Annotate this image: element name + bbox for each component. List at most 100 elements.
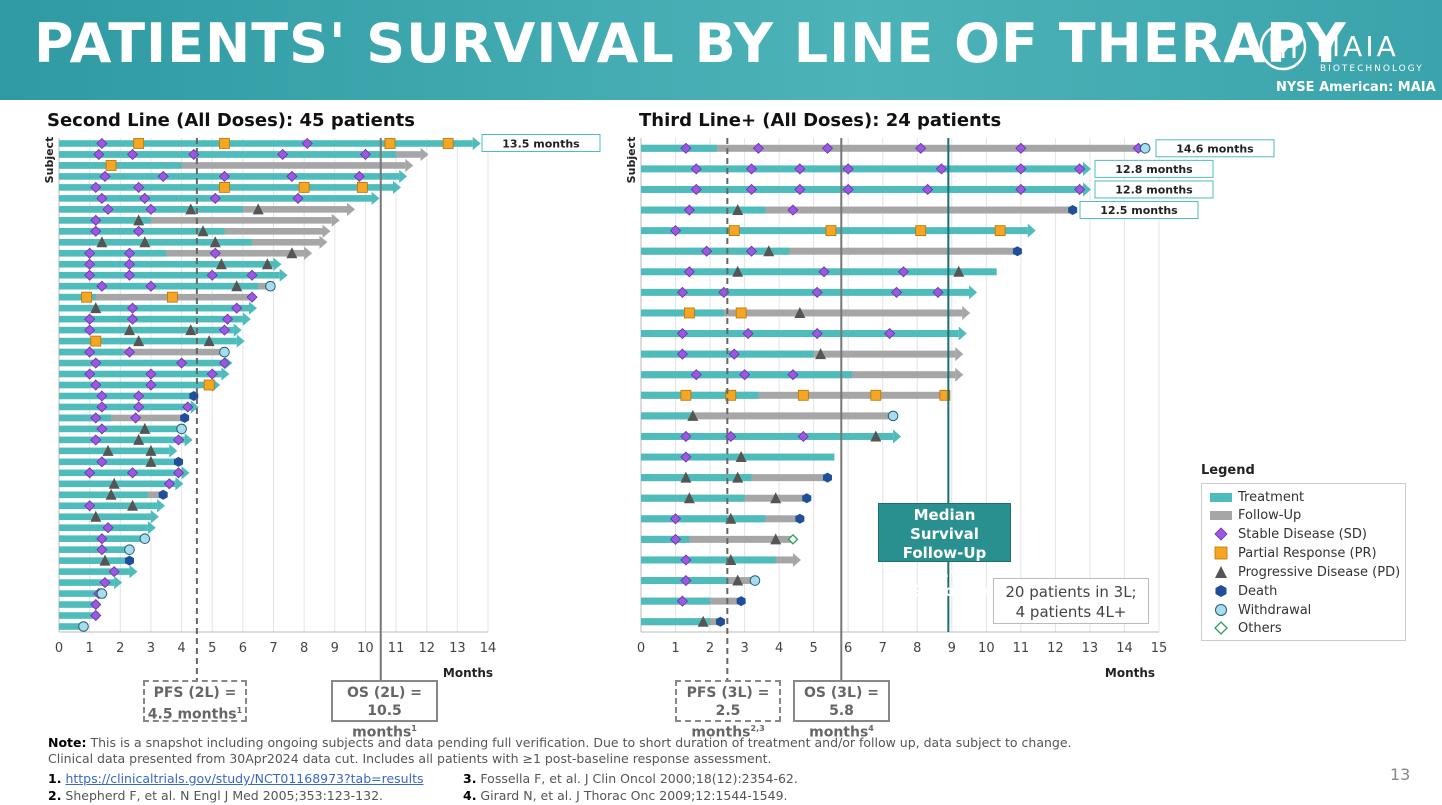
ongoing-arrow [322,224,331,238]
pd-marker [123,324,135,336]
sd-marker [680,142,692,154]
treatment-bar [641,474,752,482]
pd-marker [252,203,264,215]
treatment-bar [641,391,759,399]
sd-marker [123,258,136,270]
footer-ref1: 1. https://clinicaltrials.gov/study/NCT0… [48,771,423,786]
sd-marker [739,369,751,381]
sd-marker [690,163,702,175]
legend-label: Others [1238,621,1282,636]
withdrawal-marker [139,533,151,544]
treatment-bar [59,513,151,521]
sd-marker [145,203,157,215]
pd-marker [133,214,145,226]
os-2l-box: OS (2L) = 10.5 months1 [331,680,438,741]
ongoing-arrow [893,429,902,444]
median-survival-box: Median Survival Follow-Up (3L+) 8.9 mont… [878,503,1011,600]
sd-marker [359,148,371,161]
sd-marker [130,412,142,424]
x-tick-label: 9 [331,641,339,656]
sd-marker [96,456,108,468]
footer-ref4: 4. Girard N, et al. J Thorac Onc 2009;12… [463,788,788,803]
legend-item-sd: Stable Disease (SD) [1202,527,1405,545]
ongoing-arrow [393,180,402,194]
ref1-number: 1. [48,771,62,786]
pd-marker [680,471,692,483]
sd-marker [897,266,910,278]
duration-label: 12.5 months [1100,204,1178,217]
footer-note-line2: Clinical data presented from 30Apr2024 d… [48,751,772,766]
ongoing-arrow [1083,182,1092,197]
legend-title: Legend [1201,463,1255,478]
death-marker [124,555,134,566]
withdrawal-marker [176,423,187,435]
sd-marker [218,357,231,369]
pfs-2l-box: PFS (2L) = 4.5 months1 [143,680,247,723]
death-marker [795,513,805,524]
sd-marker [133,401,145,413]
pd-marker [794,306,806,318]
ref1-link[interactable]: https://clinicaltrials.gov/study/NCT0116… [65,771,424,786]
treatment-bar [59,151,397,158]
ongoing-arrow [955,347,964,362]
sd-marker [84,269,96,281]
x-axis-label: Months [1105,666,1155,680]
ongoing-arrow [147,521,156,535]
pd-marker [127,499,139,511]
x-tick-label: 15 [1151,641,1168,656]
sd-marker [84,368,96,380]
sd-marker [1074,163,1086,175]
ongoing-arrow [399,169,408,184]
pfs-3l-ref: 2,3 [750,724,765,733]
sd-marker [680,430,692,443]
pd-marker [732,204,744,216]
duration-label-box [1094,159,1214,178]
pr-marker [105,160,117,171]
treatment-bar [641,597,711,605]
ongoing-arrow [157,499,166,513]
x-tick-label: 3 [740,641,748,656]
legend-item-pr: Partial Response (PR) [1202,546,1405,564]
sd-marker [145,280,157,292]
pr-marker [219,181,230,193]
death-marker [158,489,168,500]
sd-marker [745,163,758,175]
treatment-bar [641,309,724,317]
sd-marker [701,245,713,257]
death-marker [822,472,832,483]
treatment-bar [59,557,130,564]
x-tick-label: 12 [418,641,435,656]
sd-marker [680,451,692,463]
sd-marker [292,192,304,204]
page-title: PATIENTS' SURVIVAL BY LINE OF THERAPY [34,12,1347,75]
pd-marker [953,265,965,277]
os-3l-box: OS (3L) = 5.8 months4 [793,680,890,741]
ref2-number: 2. [48,788,62,803]
pd-marker [732,471,744,483]
treatment-bar [641,412,693,420]
pfs-3l-line1: PFS (3L) = [686,685,770,701]
legend-label: Stable Disease (SD) [1238,527,1367,542]
sd-marker [163,478,175,490]
maia-logo-icon [1259,23,1307,71]
sd-marker [84,324,96,336]
treatment-bar [59,403,191,411]
sd-marker [794,183,806,196]
pd-marker [133,335,145,347]
x-tick-label: 8 [300,641,308,656]
duration-label-box [1155,139,1275,158]
followup-bar [59,414,185,422]
sd-marker [145,368,157,380]
ongoing-arrow [1083,161,1092,176]
pr-marker [735,307,747,319]
legend-label: Progressive Disease (PD) [1238,565,1401,580]
treatment-bar [59,337,237,345]
x-axis-label: Months [443,666,493,680]
ongoing-arrow [1027,223,1036,238]
sd-marker [811,327,823,340]
sd-marker [123,346,136,358]
x-tick-label: 5 [810,641,818,656]
pr-marker [994,225,1006,237]
sd-marker [676,595,689,607]
pd-marker [108,477,120,489]
